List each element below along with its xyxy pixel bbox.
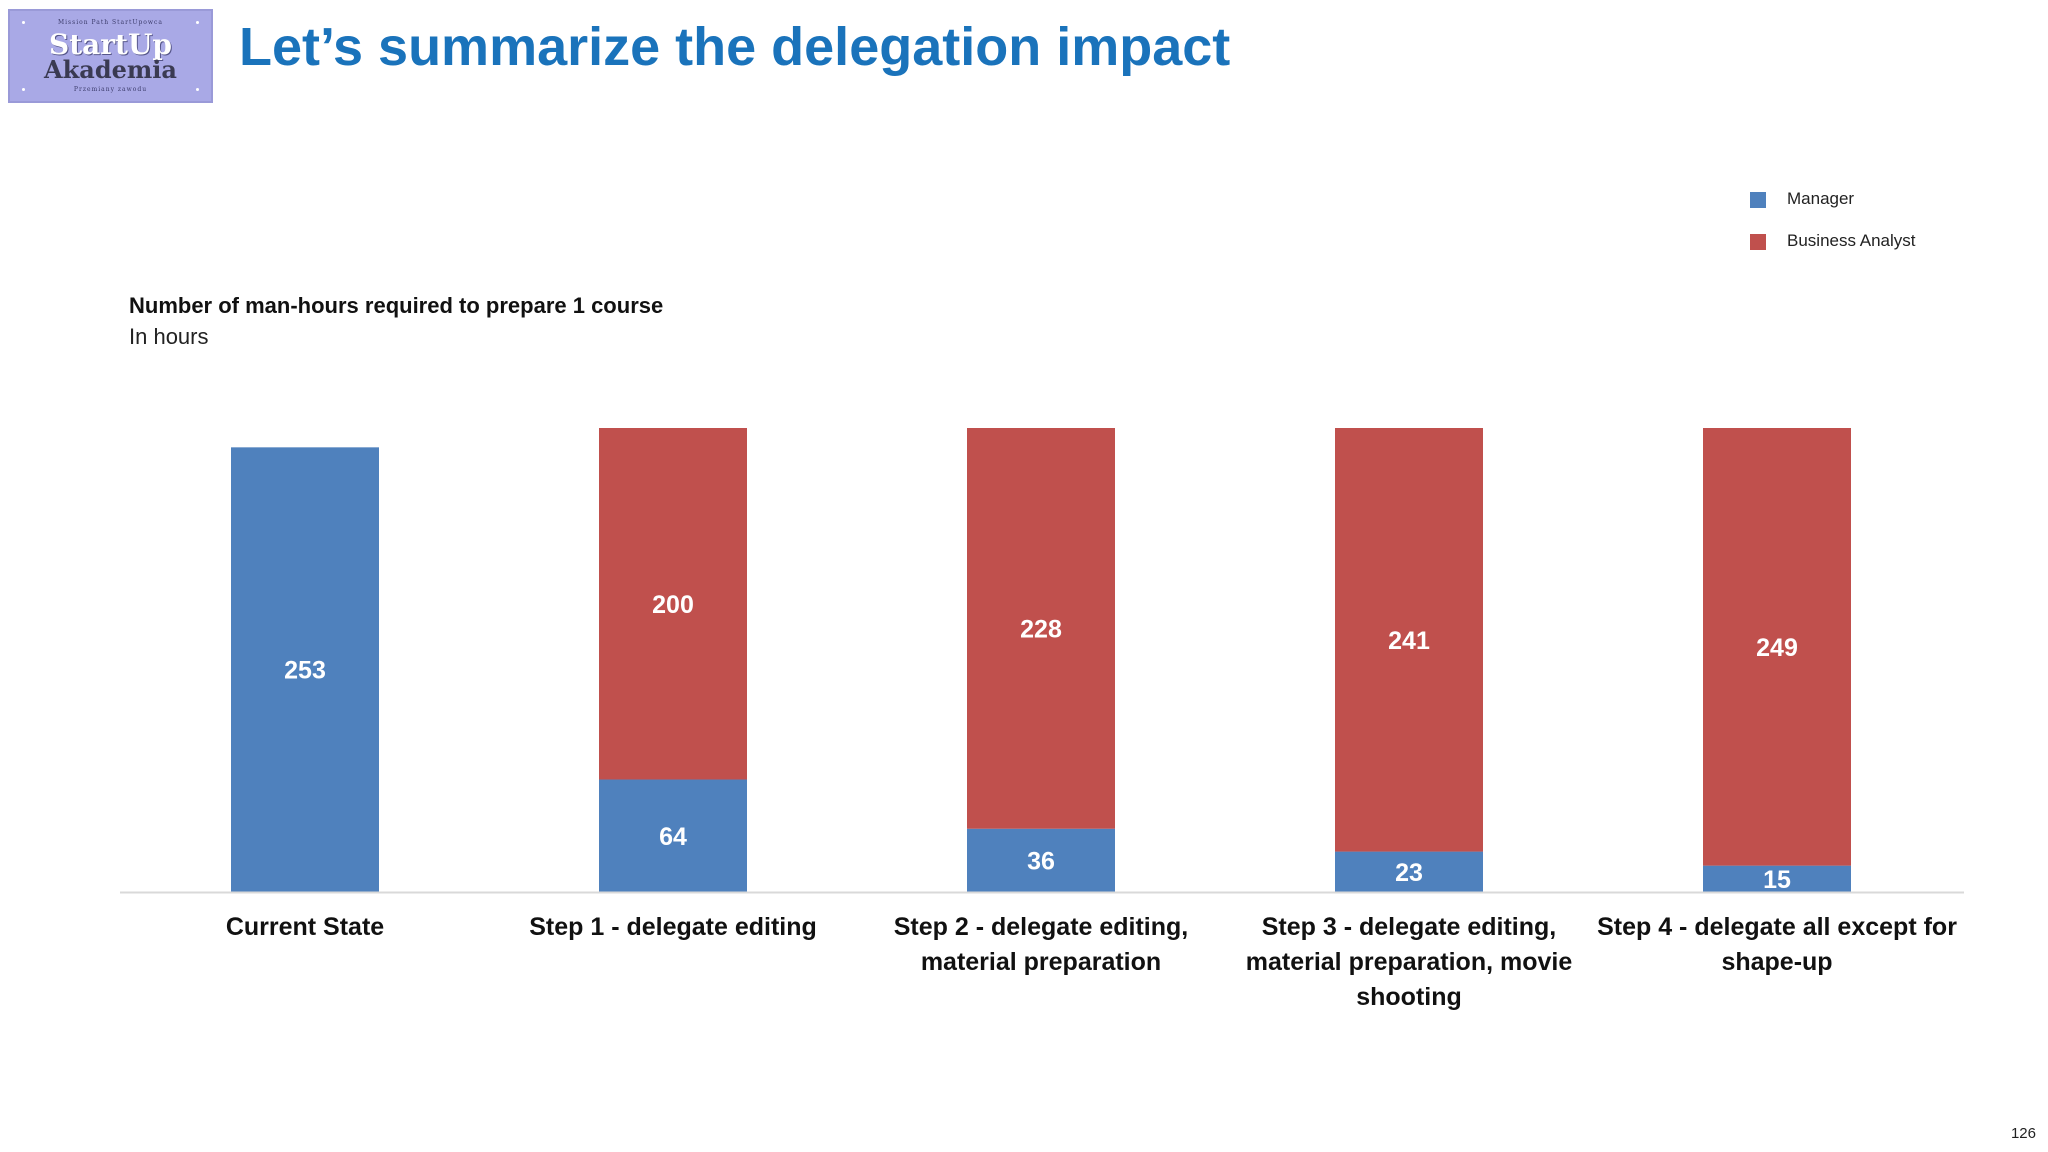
data-label-business-analyst-4: 241 (1388, 627, 1430, 655)
bar-business-analyst-5 (1703, 428, 1851, 866)
page-number: 126 (2010, 1125, 2036, 1142)
category-label-2: Step 1 - delegate editing (493, 910, 853, 945)
category-label-line: Step 3 - delegate editing, (1261, 913, 1557, 941)
bar-manager-5 (1703, 865, 1851, 892)
category-label-line: Step 4 - delegate all except for (1597, 913, 1957, 941)
legend-label-manager: Manager (1787, 189, 1855, 208)
logo-line1: StartUp (49, 28, 172, 61)
bar-manager-1 (231, 447, 379, 892)
logo-dot (22, 21, 25, 24)
bar-business-analyst-2 (599, 428, 747, 780)
category-label-line: shape-up (1721, 948, 1833, 976)
category-label-1: Current State (125, 910, 485, 945)
legend-swatch-manager (1750, 192, 1766, 208)
logo-bottom-text: Przemiany zawodu (73, 86, 148, 93)
data-label-manager-5: 15 (1763, 866, 1791, 894)
slide-title: Let’s summarize the delegation impact (239, 17, 1231, 77)
chart-title: Number of man-hours required to prepare … (129, 293, 664, 318)
category-label-5: Step 4 - delegate all except for shape-up (1597, 910, 1957, 980)
data-label-business-analyst-2: 200 (652, 591, 694, 619)
bar-manager-2 (599, 779, 747, 892)
category-label-line: material preparation, movie (1245, 948, 1573, 976)
logo-dot (22, 88, 25, 91)
category-label-4: Step 3 - delegate editing, material prepa… (1229, 910, 1589, 1015)
category-label-3: Step 2 - delegate editing, material prepa… (861, 910, 1221, 980)
data-label-manager-1: 253 (284, 657, 326, 685)
legend-swatch-business-analyst (1750, 234, 1766, 250)
logo-top-text: Mission Path StartUpowca (57, 19, 163, 26)
logo-dot (196, 21, 199, 24)
logo-line2: Akademia (44, 55, 177, 84)
startup-akademia-logo: Mission Path StartUpowca StartUp Akademi… (8, 9, 213, 103)
bar-business-analyst-4 (1335, 428, 1483, 852)
category-label-line: shooting (1356, 983, 1462, 1011)
data-label-business-analyst-5: 249 (1756, 634, 1798, 662)
bar-business-analyst-3 (967, 428, 1115, 829)
chart-subtitle: In hours (129, 324, 209, 349)
data-label-manager-3: 36 (1027, 847, 1055, 875)
category-label-line: Step 1 - delegate editing (529, 913, 817, 941)
bar-manager-3 (967, 828, 1115, 892)
category-label-line: Step 2 - delegate editing, (893, 913, 1189, 941)
logo-dot (196, 88, 199, 91)
category-label-line: Current State (225, 913, 385, 941)
bar-manager-4 (1335, 851, 1483, 892)
legend-label-business-analyst: Business Analyst (1787, 231, 1916, 250)
data-label-manager-2: 64 (659, 823, 687, 851)
category-label-line: material preparation (920, 948, 1162, 976)
data-label-manager-4: 23 (1395, 859, 1423, 887)
data-label-business-analyst-3: 228 (1020, 615, 1062, 643)
